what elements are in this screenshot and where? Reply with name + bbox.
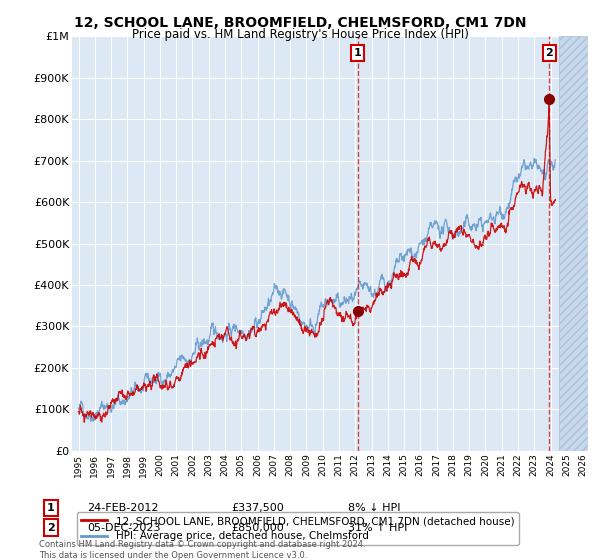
Text: Price paid vs. HM Land Registry's House Price Index (HPI): Price paid vs. HM Land Registry's House … (131, 28, 469, 41)
Text: 31% ↑ HPI: 31% ↑ HPI (348, 522, 407, 533)
Text: 1: 1 (47, 503, 55, 513)
Text: £337,500: £337,500 (231, 503, 284, 513)
Text: 8% ↓ HPI: 8% ↓ HPI (348, 503, 401, 513)
Text: 1: 1 (354, 48, 362, 58)
Bar (559, 36, 588, 451)
Text: 2: 2 (545, 48, 553, 58)
Text: Contains HM Land Registry data © Crown copyright and database right 2024.
This d: Contains HM Land Registry data © Crown c… (39, 540, 365, 559)
Text: 12, SCHOOL LANE, BROOMFIELD, CHELMSFORD, CM1 7DN: 12, SCHOOL LANE, BROOMFIELD, CHELMSFORD,… (74, 16, 526, 30)
Legend: 12, SCHOOL LANE, BROOMFIELD, CHELMSFORD, CM1 7DN (detached house), HPI: Average : 12, SCHOOL LANE, BROOMFIELD, CHELMSFORD,… (77, 512, 518, 545)
Text: 05-DEC-2023: 05-DEC-2023 (87, 522, 161, 533)
Text: £850,000: £850,000 (231, 522, 284, 533)
Text: 24-FEB-2012: 24-FEB-2012 (87, 503, 158, 513)
Text: 2: 2 (47, 522, 55, 533)
